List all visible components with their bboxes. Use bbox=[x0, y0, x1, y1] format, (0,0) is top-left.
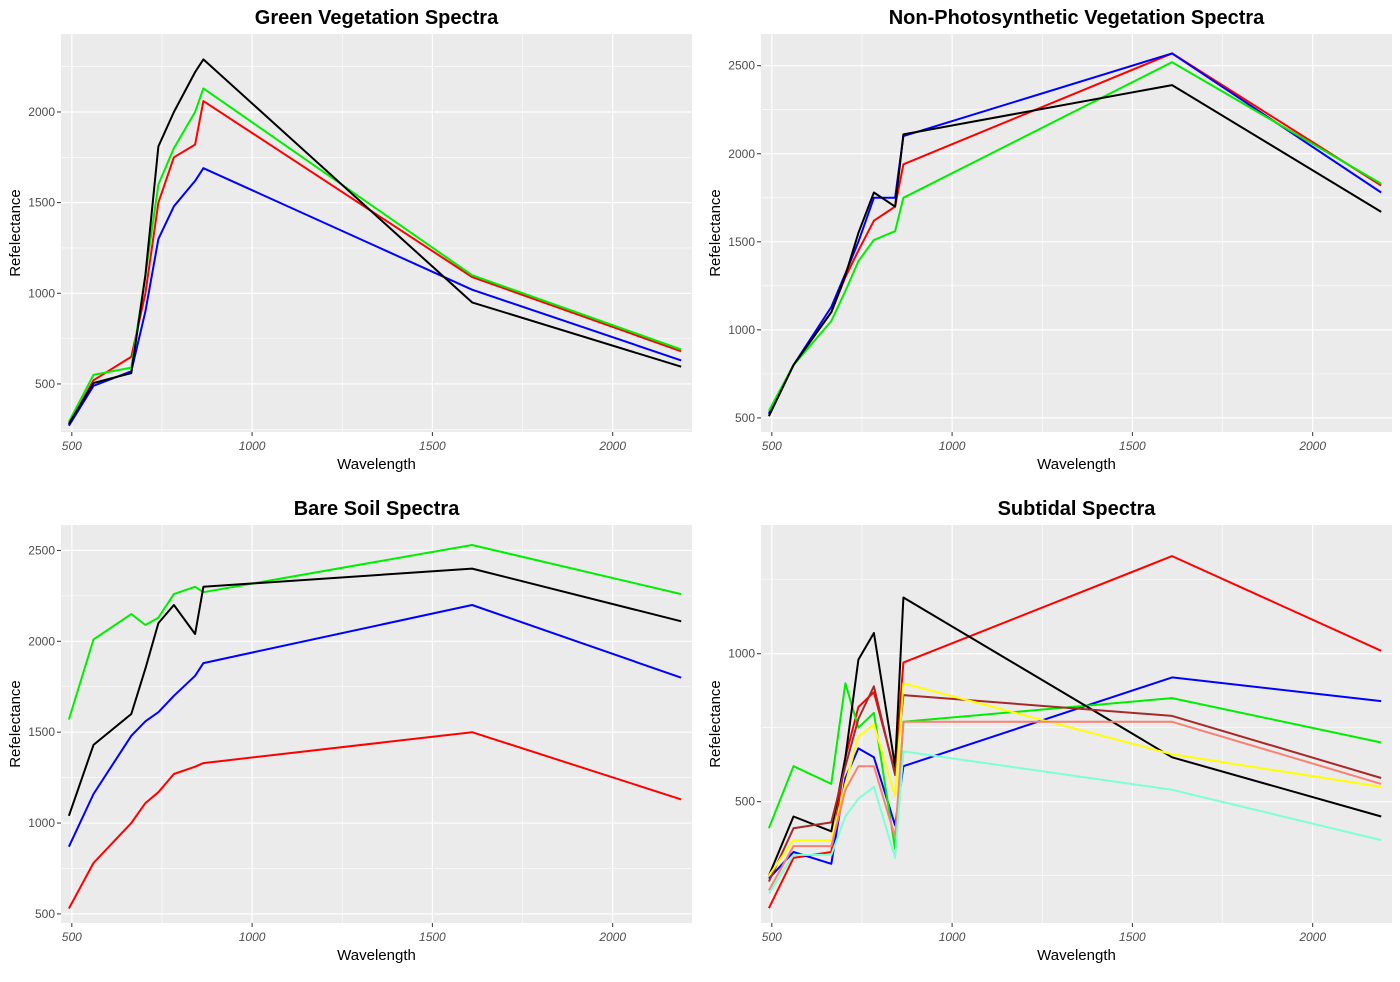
y-axis-label: Refelectance bbox=[707, 189, 724, 277]
x-axis-label: Wavelength bbox=[1037, 456, 1116, 473]
y-tick-label: 2000 bbox=[728, 147, 755, 161]
y-axis-label: Refelectance bbox=[707, 680, 724, 768]
series-line-5 bbox=[767, 685, 1382, 883]
chart-green-vegetation: 500 1000 1500 2000 500 1000 1500 2000 Green Vege… bbox=[7, 7, 692, 473]
y-tick-label: 1500 bbox=[28, 196, 55, 210]
chart-bare-soil: 500 1000 1500 2000 500 1000 1500 2000 2500 Bare S… bbox=[7, 498, 692, 964]
x-tick-label: 2000 bbox=[598, 439, 626, 453]
x-tick-label: 500 bbox=[762, 930, 782, 944]
x-tick-label: 1500 bbox=[1119, 439, 1146, 453]
x-tick-label: 500 bbox=[62, 439, 82, 453]
x-tick-label: 1500 bbox=[1119, 930, 1146, 944]
chart-title: Bare Soil Spectra bbox=[294, 498, 461, 520]
plot-background bbox=[61, 525, 692, 923]
chart-title: Subtidal Spectra bbox=[998, 498, 1157, 520]
y-tick-label: 500 bbox=[35, 377, 55, 391]
y-tick-label: 500 bbox=[735, 795, 755, 809]
y-tick-label: 1000 bbox=[28, 816, 55, 830]
series-line-7 bbox=[768, 720, 1382, 891]
y-axis-label: Refelectance bbox=[7, 680, 24, 768]
y-tick-label: 2500 bbox=[728, 59, 755, 73]
x-tick-label: 1000 bbox=[939, 930, 966, 944]
x-tick-label: 1000 bbox=[239, 930, 266, 944]
x-axis-label: Wavelength bbox=[1037, 947, 1116, 964]
plot-background bbox=[761, 525, 1392, 923]
x-axis-label: Wavelength bbox=[337, 947, 416, 964]
plot-background bbox=[761, 34, 1392, 432]
y-tick-label: 1500 bbox=[28, 725, 55, 739]
series-line-4 bbox=[767, 84, 1382, 417]
y-tick-label: 1000 bbox=[28, 286, 55, 300]
y-tick-label: 500 bbox=[35, 907, 55, 921]
x-tick-label: 2000 bbox=[1298, 439, 1326, 453]
chart-subtidal: 500 1000 1500 2000 500 1000 Subtidal Spectra Wa… bbox=[707, 498, 1392, 964]
series-line-8 bbox=[768, 750, 1382, 894]
plot-background bbox=[61, 34, 692, 432]
y-tick-label: 500 bbox=[735, 411, 755, 425]
chart-title: Green Vegetation Spectra bbox=[255, 7, 499, 29]
chart-non-photosynthetic-vegetation: 500 1000 1500 2000 500 1000 1500 2000 2500 Non-Ph… bbox=[707, 7, 1392, 473]
series-line-2 bbox=[67, 604, 682, 848]
x-tick-label: 1000 bbox=[239, 439, 266, 453]
y-tick-label: 2000 bbox=[28, 634, 55, 648]
x-tick-label: 1000 bbox=[939, 439, 966, 453]
y-tick-label: 1500 bbox=[728, 235, 755, 249]
series-line-1 bbox=[68, 731, 682, 909]
x-tick-label: 1500 bbox=[419, 439, 446, 453]
series-line-4 bbox=[68, 58, 682, 425]
y-tick-label: 1000 bbox=[728, 323, 755, 337]
x-tick-label: 500 bbox=[762, 439, 782, 453]
y-tick-label: 1000 bbox=[728, 647, 755, 661]
series-line-3 bbox=[767, 682, 1382, 850]
series-line-3 bbox=[768, 61, 1382, 412]
series-line-3 bbox=[67, 544, 682, 720]
x-tick-label: 2000 bbox=[1298, 930, 1326, 944]
series-line-4 bbox=[67, 567, 682, 817]
series-line-4 bbox=[767, 596, 1382, 877]
series-line-2 bbox=[768, 52, 1382, 414]
chart-title: Non-Photosynthetic Vegetation Spectra bbox=[889, 7, 1265, 29]
series-line-1 bbox=[68, 100, 682, 426]
y-axis-label: Refelectance bbox=[7, 189, 24, 277]
x-axis-label: Wavelength bbox=[337, 456, 416, 473]
x-tick-label: 500 bbox=[62, 930, 82, 944]
x-tick-label: 1500 bbox=[419, 930, 446, 944]
y-tick-label: 2500 bbox=[28, 543, 55, 557]
y-tick-label: 2000 bbox=[28, 105, 55, 119]
series-line-6 bbox=[768, 682, 1382, 877]
x-tick-label: 2000 bbox=[598, 930, 626, 944]
